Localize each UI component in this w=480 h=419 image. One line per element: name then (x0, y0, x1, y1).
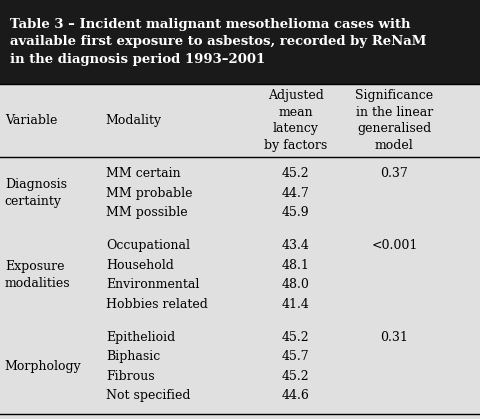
Text: 45.7: 45.7 (281, 350, 309, 363)
Text: Hobbies related: Hobbies related (106, 298, 207, 311)
Text: Environmental: Environmental (106, 278, 199, 291)
FancyBboxPatch shape (0, 84, 480, 419)
Text: 0.37: 0.37 (380, 167, 408, 180)
Text: Household: Household (106, 259, 173, 272)
Text: 45.2: 45.2 (281, 370, 309, 383)
Text: 43.4: 43.4 (281, 239, 309, 252)
Text: 45.9: 45.9 (281, 206, 309, 219)
Text: 45.2: 45.2 (281, 167, 309, 180)
Text: Diagnosis
certainty: Diagnosis certainty (5, 178, 67, 208)
Text: 44.7: 44.7 (281, 187, 309, 200)
Text: Morphology: Morphology (5, 360, 82, 373)
Text: MM probable: MM probable (106, 187, 192, 200)
FancyBboxPatch shape (0, 0, 480, 84)
Text: 0.31: 0.31 (380, 331, 408, 344)
Text: Significance
in the linear
generalised
model: Significance in the linear generalised m… (355, 89, 432, 152)
Text: Epithelioid: Epithelioid (106, 331, 175, 344)
Text: Exposure
modalities: Exposure modalities (5, 260, 70, 290)
Text: Biphasic: Biphasic (106, 350, 160, 363)
Text: 44.6: 44.6 (281, 389, 309, 402)
Text: 45.2: 45.2 (281, 331, 309, 344)
Text: Fibrous: Fibrous (106, 370, 154, 383)
Text: Modality: Modality (106, 114, 162, 127)
Text: Table 3 – Incident malignant mesothelioma cases with
available first exposure to: Table 3 – Incident malignant mesotheliom… (10, 18, 425, 66)
Text: MM certain: MM certain (106, 167, 180, 180)
Text: 48.0: 48.0 (281, 278, 309, 291)
Text: <0.001: <0.001 (371, 239, 417, 252)
Text: Occupational: Occupational (106, 239, 190, 252)
Text: 41.4: 41.4 (281, 298, 309, 311)
Text: MM possible: MM possible (106, 206, 187, 219)
Text: 48.1: 48.1 (281, 259, 309, 272)
Text: Variable: Variable (5, 114, 57, 127)
Text: Not specified: Not specified (106, 389, 190, 402)
Text: Adjusted
mean
latency
by factors: Adjusted mean latency by factors (264, 89, 327, 152)
